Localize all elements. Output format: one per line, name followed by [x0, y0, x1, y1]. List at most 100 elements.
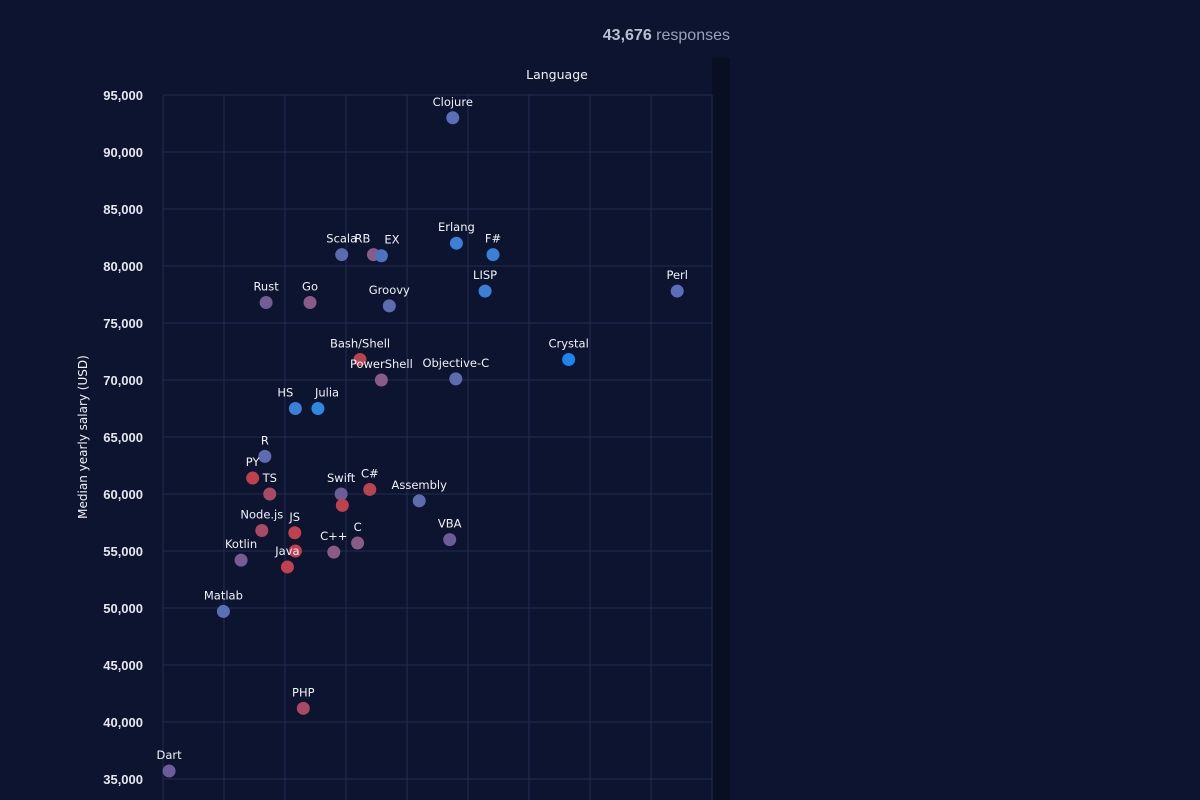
data-point[interactable]: JS [288, 510, 302, 540]
data-point[interactable]: Java [274, 544, 300, 574]
point-label: Perl [666, 268, 688, 282]
y-tick-label: 50,000 [103, 601, 143, 616]
data-point[interactable]: Bash/Shell [330, 336, 390, 366]
data-point[interactable]: Node.js [240, 507, 283, 537]
y-tick-label: 45,000 [103, 658, 143, 673]
point-label: R [261, 433, 269, 447]
point-marker[interactable] [288, 544, 302, 558]
y-tick-label: 80,000 [103, 259, 143, 274]
y-tick-label: 55,000 [103, 544, 143, 559]
point-label: Assembly [391, 478, 447, 492]
point-label: Java [274, 544, 299, 558]
data-point[interactable]: Rust [253, 279, 279, 309]
point-marker[interactable] [335, 498, 349, 512]
response-count: 43,676 responses [603, 27, 730, 45]
point-label: TS [262, 471, 277, 485]
data-point[interactable]: Matlab [204, 588, 243, 618]
point-marker[interactable] [258, 449, 272, 463]
point-label: C [354, 520, 362, 534]
point-marker[interactable] [296, 701, 310, 715]
point-marker[interactable] [234, 553, 248, 567]
y-tick-label: 75,000 [103, 316, 143, 331]
point-marker[interactable] [478, 284, 492, 298]
data-point[interactable]: Erlang [438, 220, 475, 250]
data-point[interactable]: Scala [326, 232, 357, 262]
data-point[interactable]: R [258, 433, 272, 463]
point-marker[interactable] [562, 352, 576, 366]
point-label: Go [302, 279, 318, 293]
y-tick-label: 40,000 [103, 715, 143, 730]
point-marker[interactable] [311, 402, 325, 415]
point-marker[interactable] [374, 249, 388, 263]
point-marker[interactable] [363, 482, 377, 496]
y-tick-label: 35,000 [103, 772, 143, 787]
point-marker[interactable] [443, 533, 457, 547]
point-marker[interactable] [351, 536, 365, 550]
data-point[interactable]: Clojure [433, 95, 473, 125]
point-marker[interactable] [162, 764, 176, 778]
y-tick-label: 90,000 [103, 145, 143, 160]
data-point[interactable]: C++ [320, 529, 347, 559]
point-marker[interactable] [353, 352, 367, 366]
data-point[interactable]: Go [302, 279, 318, 309]
point-marker[interactable] [216, 604, 230, 618]
point-label: JS [288, 510, 300, 524]
point-marker[interactable] [449, 372, 463, 386]
data-point[interactable]: Perl [666, 268, 688, 298]
data-point[interactable]: Assembly [391, 478, 447, 508]
point-marker[interactable] [246, 471, 260, 485]
point-label: PY [246, 455, 261, 469]
data-point[interactable]: HS [277, 386, 302, 416]
data-point[interactable]: TS [262, 471, 277, 501]
point-marker[interactable] [446, 111, 460, 125]
legend-scrollbar[interactable] [712, 58, 730, 800]
legend-title: Language [526, 67, 588, 82]
data-point[interactable]: Crystal [548, 336, 589, 366]
point-marker[interactable] [303, 295, 317, 309]
point-label: Kotlin [225, 537, 257, 551]
data-point[interactable]: Dart [157, 748, 183, 778]
data-point[interactable]: F# [485, 232, 501, 262]
data-point[interactable]: EX [374, 233, 400, 263]
point-marker[interactable] [288, 526, 302, 540]
point-label: LISP [473, 268, 497, 282]
data-point[interactable]: Kotlin [225, 537, 257, 567]
point-label: C# [361, 466, 379, 480]
data-point[interactable]: Objective-C [422, 356, 489, 386]
point-label: Groovy [369, 283, 410, 297]
point-marker[interactable] [449, 236, 463, 250]
data-point[interactable] [288, 544, 302, 558]
point-marker[interactable] [259, 295, 273, 309]
point-marker[interactable] [670, 284, 684, 298]
data-point[interactable]: PowerShell [350, 357, 413, 387]
point-marker[interactable] [486, 248, 500, 262]
data-point[interactable]: PHP [292, 685, 315, 715]
point-marker[interactable] [382, 299, 396, 313]
point-label: Objective-C [422, 356, 489, 370]
point-label: PHP [292, 685, 315, 699]
point-marker[interactable] [263, 487, 277, 501]
point-marker[interactable] [255, 523, 269, 537]
point-marker[interactable] [412, 494, 426, 508]
grid [162, 94, 713, 800]
data-point[interactable]: VBA [438, 517, 462, 547]
data-point[interactable]: C [351, 520, 365, 550]
data-point[interactable]: C# [361, 466, 379, 496]
point-marker[interactable] [288, 402, 302, 415]
point-label: Matlab [204, 588, 243, 602]
data-point[interactable]: LISP [473, 268, 497, 298]
data-point[interactable]: PY [246, 455, 261, 485]
data-point[interactable]: Groovy [369, 283, 410, 313]
point-marker[interactable] [334, 487, 348, 501]
point-marker[interactable] [280, 560, 294, 574]
point-marker[interactable] [374, 373, 388, 387]
data-point[interactable] [335, 498, 349, 512]
point-label: PowerShell [350, 357, 413, 371]
y-axis-label: Median yearly salary (USD) [76, 355, 90, 519]
point-marker[interactable] [327, 545, 341, 559]
data-point[interactable]: Julia [311, 386, 339, 416]
point-marker[interactable] [335, 248, 349, 262]
data-point[interactable]: Swift [327, 471, 356, 501]
